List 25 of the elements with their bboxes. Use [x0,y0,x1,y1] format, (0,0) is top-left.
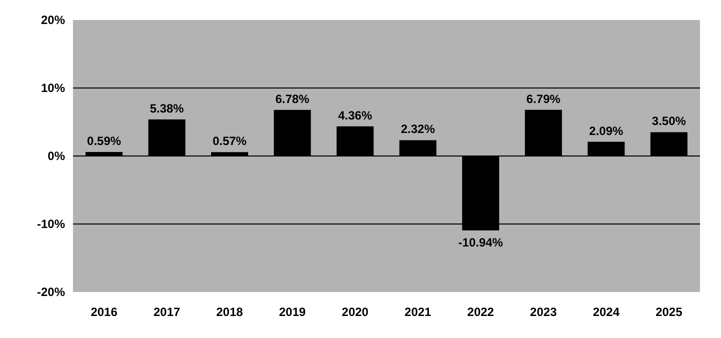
y-tick-label: 0% [48,149,66,164]
y-tick-label: 10% [40,81,66,96]
x-tick-label: 2019 [279,305,306,319]
data-label: 6.78% [275,92,310,106]
x-tick-label: 2016 [90,305,118,319]
x-tick-label: 2020 [342,305,369,319]
data-label: 6.79% [526,92,561,106]
y-tick-label: -20% [36,285,66,300]
x-tick-label: 2021 [404,305,432,319]
x-tick-label: 2024 [592,305,620,319]
data-label: 2.09% [589,124,624,138]
y-tick-label: 20% [40,13,66,28]
x-tick-label: 2025 [656,305,683,319]
data-label: 3.50% [652,114,686,128]
data-label: 4.36% [338,108,372,122]
data-label: 2.32% [400,122,436,136]
data-label: -10.94% [458,235,504,250]
data-label: 5.38% [150,101,184,116]
data-label: 0.59% [87,134,122,148]
x-tick-label: 2023 [530,305,558,319]
y-tick-label: -10% [36,217,66,232]
x-tick-label: 2018 [216,305,244,319]
x-tick-label: 2022 [467,305,494,319]
data-label: 0.57% [212,134,247,148]
x-tick-label: 2017 [153,305,180,319]
